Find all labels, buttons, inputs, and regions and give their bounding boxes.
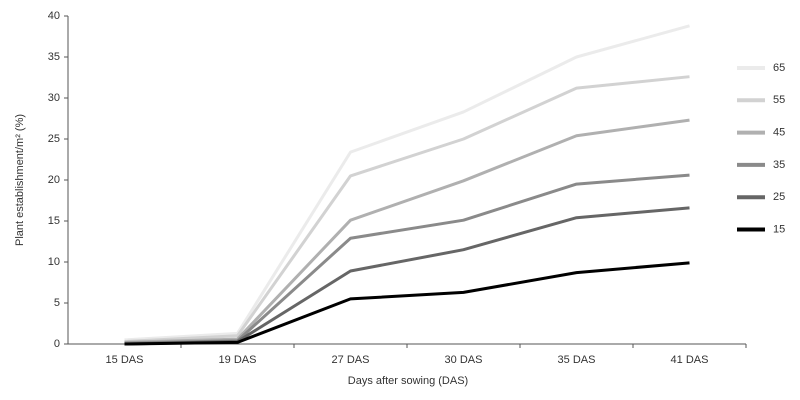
y-tick-label: 10	[48, 256, 60, 268]
x-tick-label: 41 DAS	[671, 354, 709, 366]
y-axis-label: Plant establishment/m² (%)	[14, 114, 26, 246]
series-line	[124, 118, 690, 344]
legend-label: 15	[773, 223, 785, 235]
legend-label: 55	[773, 94, 785, 106]
y-tick-label: 40	[48, 10, 60, 22]
x-tick-label: 30 DAS	[445, 354, 483, 366]
y-tick-label: 15	[48, 215, 60, 227]
series-line	[124, 261, 690, 346]
y-tick-label: 5	[54, 297, 60, 309]
x-tick-label: 27 DAS	[332, 354, 370, 366]
x-tick-label: 15 DAS	[106, 354, 144, 366]
legend-label: 25	[773, 191, 785, 203]
x-tick-label: 35 DAS	[558, 354, 596, 366]
x-axis-label: Days after sowing (DAS)	[348, 375, 468, 387]
y-tick-label: 20	[48, 174, 60, 186]
series-line	[124, 24, 690, 342]
series-line	[124, 75, 690, 344]
y-tick-label: 30	[48, 92, 60, 104]
legend-label: 35	[773, 159, 785, 171]
x-tick-label: 19 DAS	[219, 354, 257, 366]
legend-label: 65	[773, 62, 785, 74]
y-tick-label: 25	[48, 133, 60, 145]
legend-label: 45	[773, 127, 785, 139]
y-tick-label: 0	[54, 338, 60, 350]
y-tick-label: 35	[48, 51, 60, 63]
